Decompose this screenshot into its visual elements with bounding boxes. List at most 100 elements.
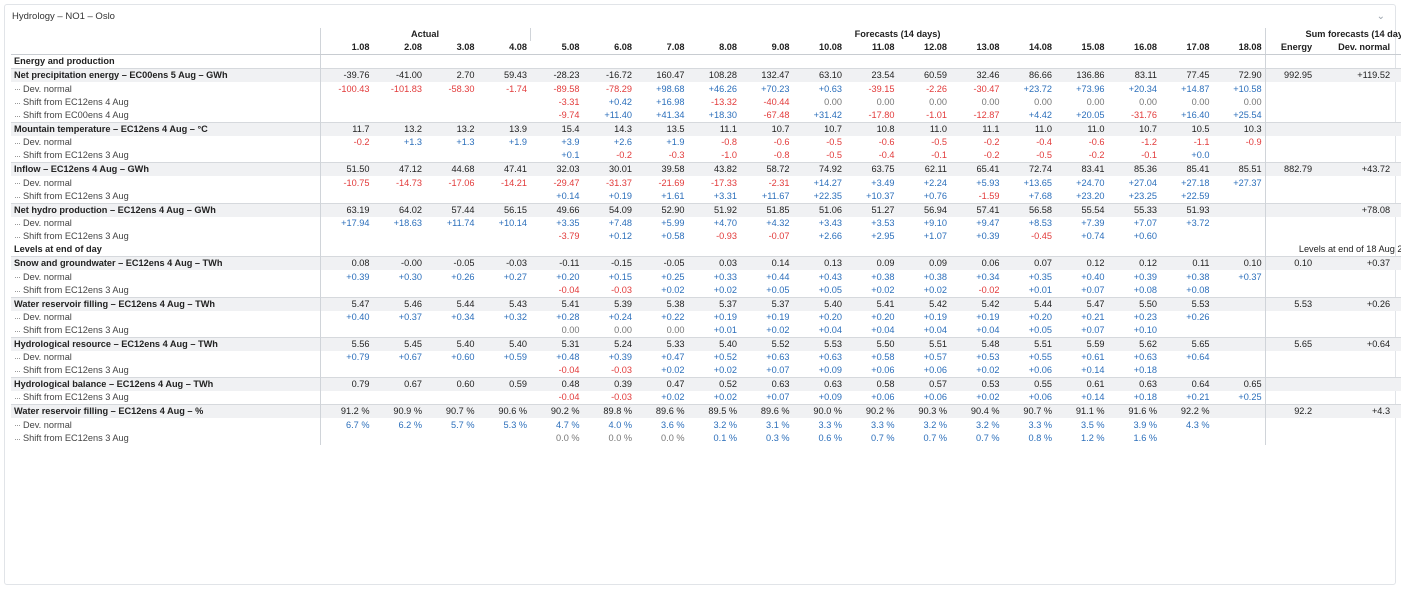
value-cell: 3.9 % — [1133, 419, 1158, 430]
sum-header: % normal — [1393, 41, 1401, 56]
value-cell: 1.2 % — [1081, 432, 1105, 443]
value-cell: -0.07 — [768, 231, 790, 242]
sum-cell — [1315, 324, 1393, 338]
value-cell — [1213, 230, 1266, 243]
sum-cell — [1393, 96, 1401, 109]
value-cell: 10.8 — [845, 122, 898, 137]
value-cell — [478, 324, 531, 338]
value-cell: 0.14 — [740, 256, 793, 271]
value-cell: 51.27 — [845, 202, 898, 217]
value-cell: 10.7 — [792, 122, 846, 137]
value-cell: 0.8 % — [1028, 432, 1053, 443]
value-cell: 0.00 — [1243, 96, 1262, 107]
value-cell — [373, 324, 426, 338]
value-cell: +0.30 — [398, 271, 422, 282]
sum-cell — [1264, 377, 1316, 392]
value-cell: 5.38 — [635, 296, 688, 311]
value-cell: +0.02 — [976, 392, 1000, 403]
row-label: Dev. normal — [11, 136, 320, 149]
hydrology-table: Actual Forecasts (14 days) Sum forecasts… — [11, 28, 1401, 446]
value-cell: +10.58 — [1233, 83, 1262, 94]
value-cell: +0.02 — [713, 365, 738, 376]
value-cell: -0.2 — [983, 150, 1000, 161]
value-cell: 32.03 — [530, 162, 583, 177]
metric-subrow: Shift from EC12ens 3 Aug 0.0 % 0.0 % 0.0 % 0… — [11, 431, 1401, 446]
value-cell — [319, 283, 373, 298]
value-cell: +27.37 — [1233, 177, 1262, 188]
value-cell: 44.68 — [425, 162, 478, 177]
value-cell: +7.07 — [1133, 217, 1158, 228]
value-cell: -101.83 — [390, 83, 422, 94]
value-cell: 0.53 — [950, 377, 1003, 392]
metric-row: Net hydro production – EC12ens 4 Aug – G… — [11, 202, 1401, 217]
value-cell: 5.51 — [1002, 337, 1056, 352]
panel-title: Hydrology – NO1 – Oslo — [12, 11, 115, 22]
sum-cell — [1393, 351, 1401, 364]
value-cell: 5.39 — [582, 296, 636, 311]
value-cell: 0.60 — [425, 377, 478, 392]
value-cell: +18.63 — [393, 217, 422, 228]
metric-subrow: Dev. normal -10.75 -14.73 -17.06 -14.21 -29.4… — [11, 176, 1401, 190]
value-cell: 0.0 % — [661, 432, 685, 443]
value-cell — [373, 391, 426, 405]
metric-subrow: Shift from EC12ens 3 Aug +0.14 +0.19 +1.61 +… — [11, 189, 1401, 204]
sum-cell — [1393, 136, 1401, 149]
value-cell: 0.64 — [1160, 377, 1213, 392]
value-cell: +0.53 — [976, 352, 1000, 363]
value-cell: +3.9 — [561, 137, 580, 148]
value-cell: +9.10 — [923, 217, 948, 228]
section-title: Energy and production — [14, 56, 115, 67]
value-cell — [478, 432, 531, 445]
value-cell: +10.14 — [498, 217, 528, 228]
value-cell — [373, 96, 426, 109]
value-cell: +3.35 — [556, 217, 580, 228]
value-cell: 5.43 — [477, 296, 531, 311]
row-label: Shift from EC12ens 3 Aug — [11, 391, 320, 405]
value-cell: 63.19 — [319, 202, 373, 217]
value-cell: 90.7 % — [1002, 404, 1056, 419]
value-cell: 86.66 — [1002, 68, 1056, 83]
sum-cell — [1315, 230, 1393, 243]
value-cell: +0.04 — [871, 325, 895, 336]
value-cell: 0.61 — [1055, 377, 1108, 392]
value-cell: -17.33 — [710, 177, 738, 188]
value-cell: +0.18 — [1133, 365, 1158, 376]
value-cell: 63.10 — [792, 68, 846, 83]
value-cell: +0.20 — [1028, 311, 1053, 322]
value-cell: 64.02 — [372, 202, 425, 217]
value-cell: +0.07 — [1081, 325, 1105, 336]
value-cell: +0.14 — [1081, 392, 1105, 403]
value-cell: 0.00 — [929, 96, 948, 107]
value-cell: -30.47 — [973, 83, 1000, 94]
value-cell: 59.43 — [477, 68, 531, 83]
value-cell: +0.02 — [766, 325, 790, 336]
value-cell: 0.00 — [981, 96, 1000, 107]
row-label: Water reservoir filling – EC12ens 4 Aug … — [11, 404, 320, 419]
value-cell: +18.30 — [708, 110, 738, 121]
value-cell: +11.67 — [761, 190, 790, 201]
value-cell: 62.11 — [897, 162, 951, 177]
value-cell — [1213, 311, 1266, 324]
value-cell: +4.70 — [713, 217, 738, 228]
value-cell: 39.58 — [635, 162, 688, 177]
value-cell: 0.10 — [1212, 256, 1266, 271]
metric-row: Net precipitation energy – EC00ens 5 Aug… — [11, 68, 1401, 83]
value-cell — [1160, 432, 1213, 445]
row-label: Water reservoir filling – EC12ens 4 Aug … — [11, 296, 320, 311]
value-cell: 90.2 % — [845, 404, 898, 419]
value-cell: +0.15 — [608, 271, 633, 282]
sum-cell — [1315, 82, 1393, 95]
chevron-down-icon[interactable]: ⌄ — [1376, 11, 1385, 22]
sum-cell — [1264, 391, 1316, 405]
value-cell: 5.53 — [792, 337, 846, 352]
sum-cell — [1315, 432, 1393, 445]
value-cell: +9.47 — [976, 217, 1000, 228]
value-cell: +0.05 — [818, 284, 843, 295]
value-cell: 3.2 % — [713, 419, 738, 430]
value-cell: 0.12 — [1055, 256, 1108, 271]
date-header: 14.08 — [1002, 41, 1056, 56]
value-cell: +8.53 — [1028, 217, 1053, 228]
value-cell — [1160, 324, 1213, 338]
value-cell: 65.41 — [950, 162, 1003, 177]
value-cell: 4.7 % — [556, 419, 580, 430]
